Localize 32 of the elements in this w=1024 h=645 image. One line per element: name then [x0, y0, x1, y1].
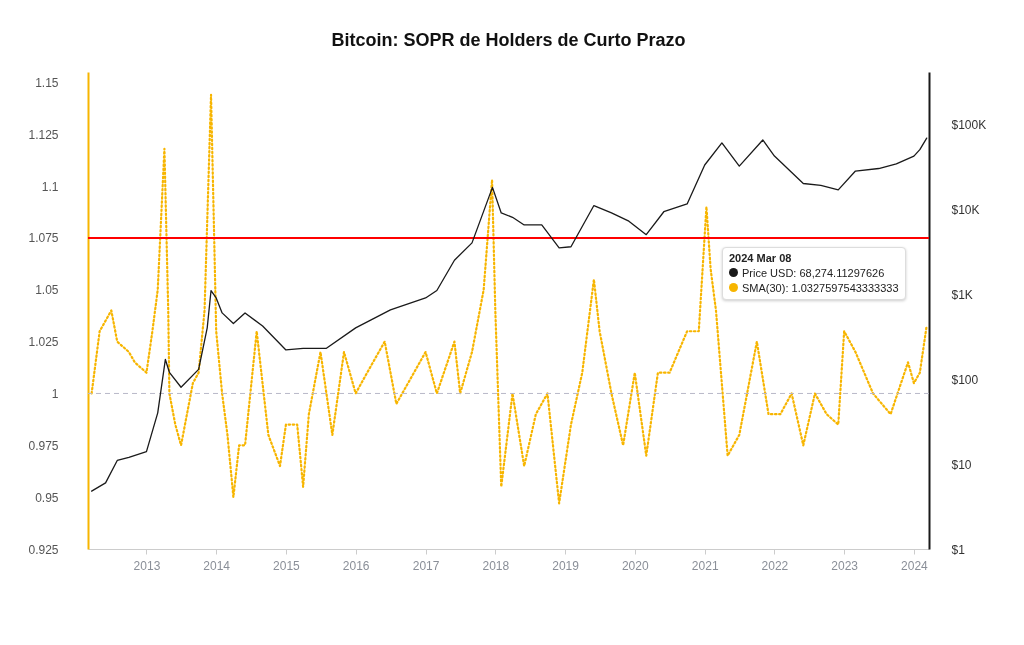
y-tick-label: 1 [51, 386, 59, 401]
x-tick-label: 2015 [273, 558, 301, 573]
x-tick-label: 2017 [412, 558, 440, 573]
y2-tick-label: $10K [951, 202, 980, 217]
y2-tick-label: $1K [951, 287, 973, 302]
y-tick-label: 1.075 [28, 231, 59, 246]
y-tick-label: 0.925 [28, 542, 59, 557]
x-tick-label: 2013 [133, 558, 161, 573]
x-tick-label: 2014 [203, 558, 231, 573]
y-tick-label: 1.1 [41, 179, 59, 194]
y-tick-label: 1.125 [28, 127, 59, 142]
annotation: SMA(30): 1.0327597543333333 [741, 281, 899, 296]
x-tick-label: 2023 [831, 558, 859, 573]
x-tick-label: 2018 [482, 558, 510, 573]
y-tick-label: 1.05 [35, 283, 59, 298]
y2-tick-label: $100K [951, 117, 987, 132]
x-tick-label: 2016 [342, 558, 370, 573]
annotation: 2024 Mar 08 [729, 251, 793, 266]
x-tick-label: 2021 [691, 558, 719, 573]
x-tick-label: 2022 [761, 558, 789, 573]
y2-tick-label: $10 [951, 457, 972, 472]
x-tick-label: 2020 [621, 558, 649, 573]
chart-title: Bitcoin: SOPR de Holders de Curto Prazo [331, 30, 686, 50]
y-tick-label: 1.025 [28, 335, 59, 350]
x-tick-label: 2024 [901, 558, 929, 573]
y2-tick-label: $1 [951, 542, 966, 557]
y-tick-label: 0.95 [35, 490, 59, 505]
y2-tick-label: $100 [951, 372, 979, 387]
annotation: Price USD: 68,274.11297626 [741, 266, 886, 281]
x-tick-label: 2019 [552, 558, 580, 573]
y-tick-label: 1.15 [35, 75, 59, 90]
y-tick-label: 0.975 [28, 438, 59, 453]
